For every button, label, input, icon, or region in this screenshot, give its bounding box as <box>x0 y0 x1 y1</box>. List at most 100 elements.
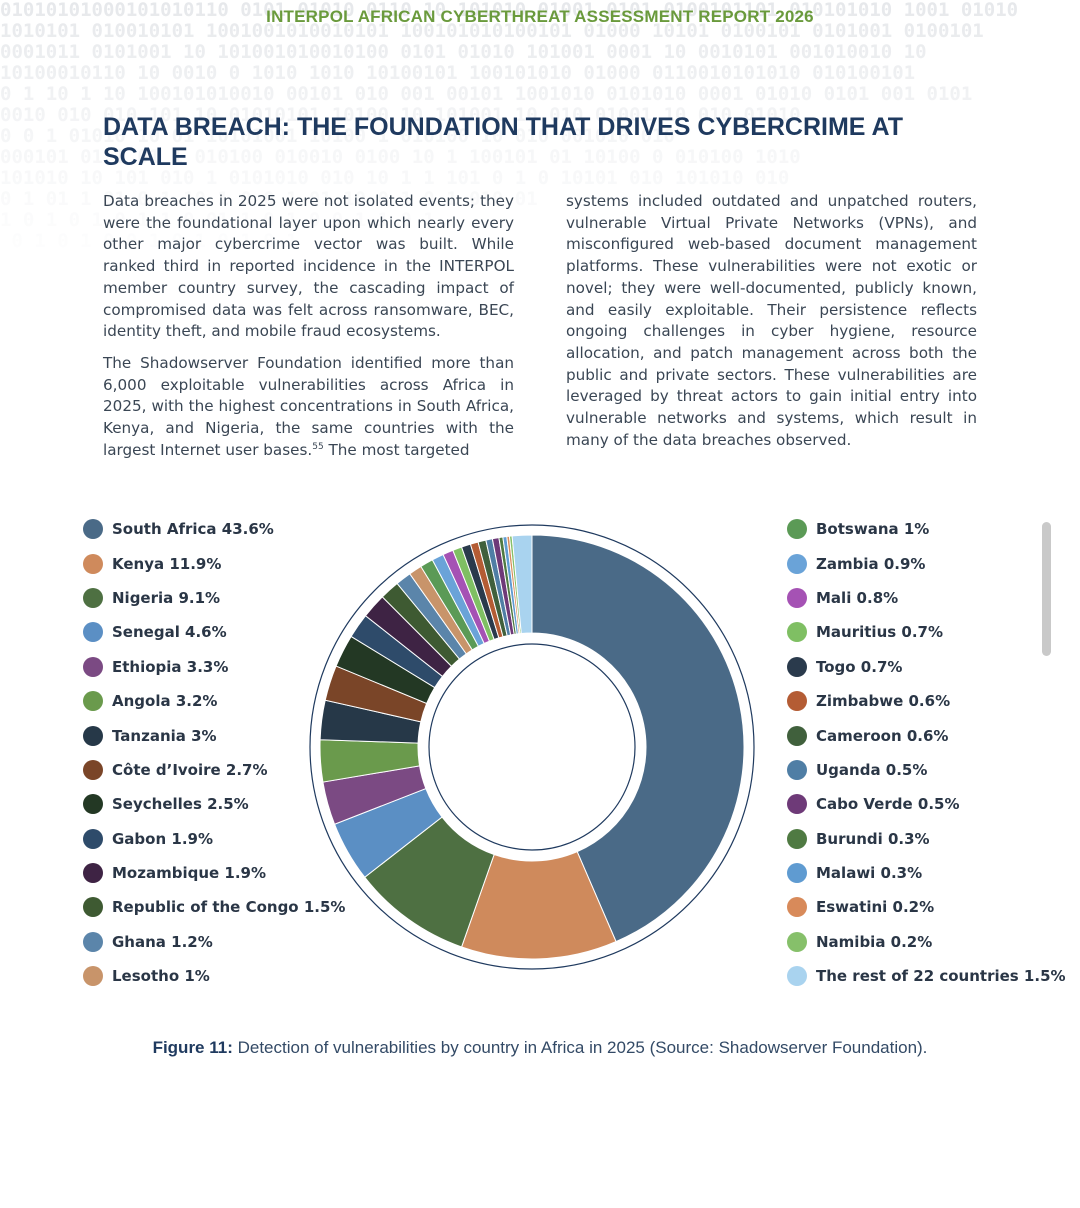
legend-item: Burundi 0.3% <box>787 822 1066 856</box>
legend-swatch <box>787 587 807 608</box>
figure-caption: Figure 11: Detection of vulnerabilities … <box>0 1038 1080 1058</box>
donut-chart <box>309 524 755 970</box>
legend-swatch <box>83 622 103 643</box>
legend-label: Burundi 0.3% <box>816 829 930 848</box>
legend-label: Tanzania 3% <box>112 726 217 745</box>
legend-swatch <box>83 519 103 540</box>
legend-swatch <box>83 931 103 952</box>
legend-item: Botswana 1% <box>787 512 1066 546</box>
legend-swatch <box>787 863 807 884</box>
legend-item: Ethiopia 3.3% <box>83 650 345 684</box>
legend-label: Zambia 0.9% <box>816 554 926 573</box>
legend-label: Cabo Verde 0.5% <box>816 795 960 814</box>
legend-label: Mauritius 0.7% <box>816 623 944 642</box>
legend-item: Côte d’Ivoire 2.7% <box>83 753 345 787</box>
legend-label: Lesotho 1% <box>112 967 210 986</box>
legend-label: Malawi 0.3% <box>816 864 923 883</box>
scrollbar-thumb[interactable] <box>1042 522 1051 656</box>
legend-item: Kenya 11.9% <box>83 546 345 580</box>
section-heading: DATA BREACH: THE FOUNDATION THAT DRIVES … <box>103 113 903 171</box>
legend-swatch <box>83 725 103 746</box>
legend-item: Nigeria 9.1% <box>83 581 345 615</box>
legend-label: Ghana 1.2% <box>112 932 213 951</box>
legend-item: Togo 0.7% <box>787 650 1066 684</box>
footnote-ref[interactable]: 55 <box>312 441 324 452</box>
legend-swatch <box>787 931 807 952</box>
legend-swatch <box>787 828 807 849</box>
legend-swatch <box>787 759 807 780</box>
legend-item: Malawi 0.3% <box>787 856 1066 890</box>
legend-item: Gabon 1.9% <box>83 822 345 856</box>
legend-item: Republic of the Congo 1.5% <box>83 890 345 924</box>
legend-label: Côte d’Ivoire 2.7% <box>112 760 268 779</box>
legend-label: South Africa 43.6% <box>112 520 274 539</box>
body-paragraph: systems included outdated and unpatched … <box>566 192 977 449</box>
legend-label: Togo 0.7% <box>816 657 903 676</box>
legend-item: Zimbabwe 0.6% <box>787 684 1066 718</box>
legend-swatch <box>787 966 807 987</box>
legend-swatch <box>83 759 103 780</box>
legend-swatch <box>787 553 807 574</box>
legend-label: Botswana 1% <box>816 520 930 539</box>
legend-label: Gabon 1.9% <box>112 829 213 848</box>
report-title: INTERPOL AFRICAN CYBERTHREAT ASSESSMENT … <box>266 7 814 26</box>
chart-legend-left: South Africa 43.6% Kenya 11.9% Nigeria 9.1… <box>83 512 345 993</box>
legend-swatch <box>83 656 103 677</box>
legend-item: Eswatini 0.2% <box>787 890 1066 924</box>
legend-item: Uganda 0.5% <box>787 753 1066 787</box>
legend-item: Ghana 1.2% <box>83 925 345 959</box>
legend-swatch <box>83 587 103 608</box>
legend-item: Seychelles 2.5% <box>83 787 345 821</box>
legend-label: Cameroon 0.6% <box>816 726 949 745</box>
legend-item: Mozambique 1.9% <box>83 856 345 890</box>
body-paragraph: Data breaches in 2025 were not isolated … <box>103 192 514 341</box>
legend-label: Zimbabwe 0.6% <box>816 692 951 711</box>
legend-label: Republic of the Congo 1.5% <box>112 898 346 917</box>
legend-item: Tanzania 3% <box>83 718 345 752</box>
donut-slices <box>319 534 745 960</box>
figure-caption-text: Detection of vulnerabilities by country … <box>232 1038 928 1057</box>
legend-swatch <box>787 691 807 712</box>
donut-slice <box>511 534 533 635</box>
legend-item: South Africa 43.6% <box>83 512 345 546</box>
legend-swatch <box>83 828 103 849</box>
legend-item: Cameroon 0.6% <box>787 718 1066 752</box>
legend-item: The rest of 22 countries 1.5% <box>787 959 1066 993</box>
legend-label: Mozambique 1.9% <box>112 864 267 883</box>
legend-swatch <box>83 794 103 815</box>
donut-inner-ring <box>428 643 636 851</box>
body-text: The most targeted <box>323 440 470 459</box>
legend-label: Uganda 0.5% <box>816 760 928 779</box>
legend-label: Kenya 11.9% <box>112 554 222 573</box>
legend-swatch <box>787 897 807 918</box>
legend-item: Angola 3.2% <box>83 684 345 718</box>
legend-swatch <box>787 725 807 746</box>
legend-item: Mauritius 0.7% <box>787 615 1066 649</box>
body-column-left: Data breaches in 2025 were not isolated … <box>103 191 514 471</box>
binary-background: 01010101000101010110 0101 01010 0110 10 … <box>0 0 1080 270</box>
legend-swatch <box>83 691 103 712</box>
legend-swatch <box>787 794 807 815</box>
legend-label: Angola 3.2% <box>112 692 218 711</box>
legend-item: Senegal 4.6% <box>83 615 345 649</box>
donut-slice <box>531 534 745 943</box>
figure-caption-label: Figure 11: <box>152 1038 233 1057</box>
legend-item: Cabo Verde 0.5% <box>787 787 1066 821</box>
donut-outer-ring <box>309 524 755 970</box>
legend-swatch <box>83 863 103 884</box>
legend-swatch <box>787 622 807 643</box>
body-text: The Shadowserver Foundation identified m… <box>103 353 514 459</box>
legend-label: Senegal 4.6% <box>112 623 227 642</box>
legend-item: Zambia 0.9% <box>787 546 1066 580</box>
legend-label: Namibia 0.2% <box>816 932 933 951</box>
legend-label: Seychelles 2.5% <box>112 795 249 814</box>
legend-swatch <box>83 553 103 574</box>
body-paragraph: The Shadowserver Foundation identified m… <box>103 353 514 462</box>
legend-label: Eswatini 0.2% <box>816 898 935 917</box>
legend-label: Mali 0.8% <box>816 588 899 607</box>
chart-legend-right: Botswana 1% Zambia 0.9% Mali 0.8% Mauritius… <box>787 512 1066 993</box>
legend-label: Nigeria 9.1% <box>112 588 221 607</box>
legend-swatch <box>787 519 807 540</box>
legend-item: Lesotho 1% <box>83 959 345 993</box>
legend-swatch <box>83 897 103 918</box>
